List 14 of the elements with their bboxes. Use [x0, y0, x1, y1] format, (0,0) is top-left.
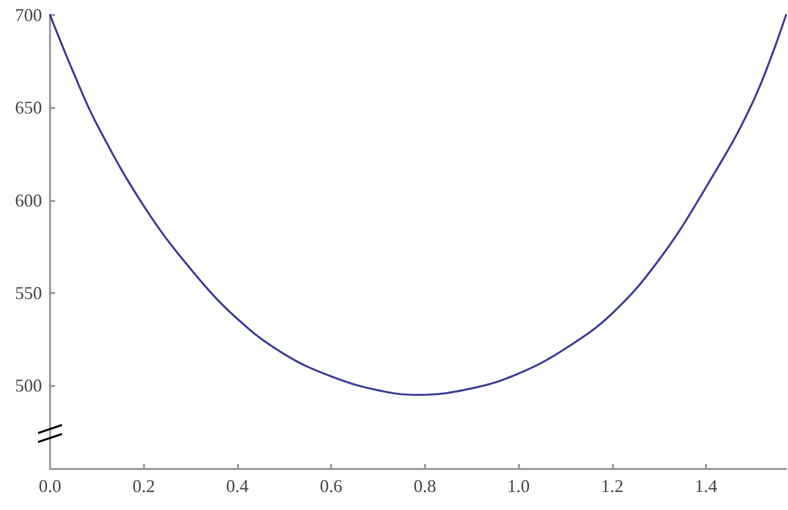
x-tick-label: 0.4	[226, 476, 249, 496]
line-series	[49, 14, 787, 396]
x-tick-label: 0.8	[414, 476, 436, 496]
x-tick-label: 1.4	[694, 476, 718, 496]
x-tick-label: 0.6	[320, 476, 342, 496]
y-tick-label: 600	[15, 190, 42, 210]
x-tick-label: 0.0	[38, 476, 62, 496]
y-tick-label: 650	[15, 98, 42, 118]
x-tick-label: 0.2	[132, 476, 155, 496]
x-tick-label: 1.0	[507, 476, 530, 496]
x-tick-label: 1.2	[601, 476, 624, 496]
y-tick-label: 550	[15, 282, 42, 303]
y-tick-label: 500	[15, 376, 42, 396]
y-tick-label: 700	[15, 5, 42, 25]
